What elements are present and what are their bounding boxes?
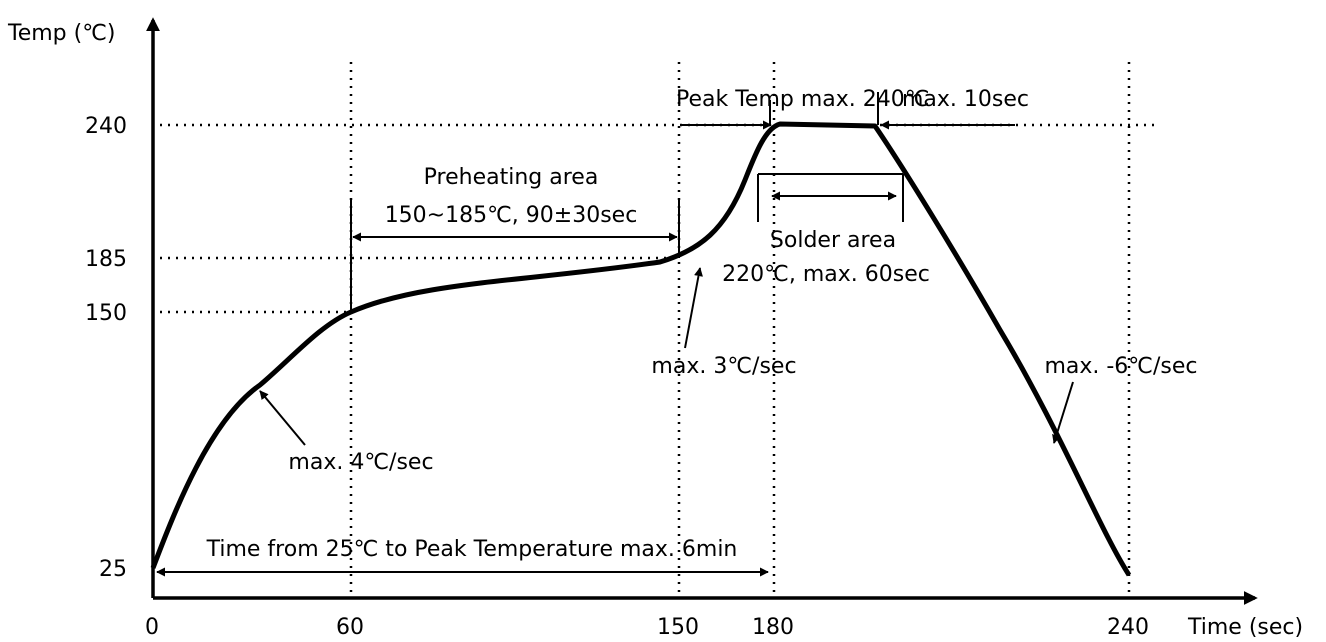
x-tick-labels: 0 60 150 180 240 [145, 615, 1149, 640]
x-tick-label: 0 [145, 615, 159, 640]
x-tick-label: 240 [1107, 615, 1149, 640]
rate-minus6-arrow [1052, 381, 1074, 444]
x-tick-label: 60 [336, 615, 364, 640]
rate-minus6-label: max. -6℃/sec [1044, 354, 1197, 379]
y-tick-label: 240 [85, 114, 127, 139]
rate-4-arrow [259, 390, 306, 446]
rate-3-label: max. 3℃/sec [651, 354, 796, 379]
max-10sec-label: max. 10sec [902, 87, 1029, 112]
x-axis-label: Time (sec) [1187, 615, 1303, 640]
y-tick-label: 25 [99, 557, 127, 582]
peak-temp-label: Peak Temp max. 240℃ [676, 87, 929, 112]
y-tick-label: 185 [85, 247, 127, 272]
time-span-label: Time from 25℃ to Peak Temperature max. 6… [206, 537, 738, 562]
preheat-detail: 150~185℃, 90±30sec [385, 203, 638, 228]
rate-3-arrow [684, 267, 703, 349]
y-axis-label: Temp (℃) [7, 21, 116, 46]
y-tick-label: 150 [85, 301, 127, 326]
rate-4-label: max. 4℃/sec [288, 450, 433, 475]
y-tick-labels: 25 150 185 240 [85, 114, 127, 582]
x-tick-label: 150 [657, 615, 699, 640]
guide-lines [160, 62, 1155, 598]
solder-title: Solder area [770, 228, 896, 253]
temperature-profile-line [150, 121, 1132, 577]
solder-detail: 220℃, max. 60sec [722, 262, 930, 287]
annotation-marks [156, 92, 1074, 577]
preheat-title: Preheating area [424, 165, 599, 190]
x-tick-label: 180 [752, 615, 794, 640]
axes [146, 17, 1258, 605]
